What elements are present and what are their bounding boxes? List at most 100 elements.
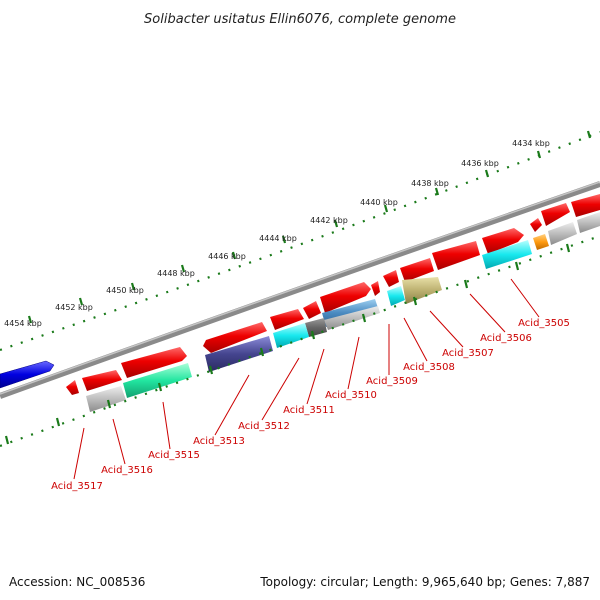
gene-label-acid-3513[interactable]: Acid_3513 xyxy=(193,436,245,447)
inner-ruler-ticks xyxy=(4,243,571,445)
gene-arrow[interactable] xyxy=(121,347,187,378)
leader-line xyxy=(510,278,540,318)
gene-label-acid-3512[interactable]: Acid_3512 xyxy=(238,421,290,432)
gene-label-acid-3510[interactable]: Acid_3510 xyxy=(325,390,377,401)
tick-label: 4440 kbp xyxy=(360,198,398,207)
category-block[interactable] xyxy=(577,212,600,233)
tick-label: 4446 kbp xyxy=(208,252,246,261)
category-block[interactable] xyxy=(86,386,126,412)
leader-line xyxy=(347,336,360,390)
ruler-tick xyxy=(484,169,490,178)
gene-arrow[interactable] xyxy=(571,194,600,217)
tick-label: 4448 kbp xyxy=(157,269,195,278)
category-block[interactable] xyxy=(324,306,380,330)
leader-line xyxy=(73,427,85,480)
outer-ruler-major-ticks xyxy=(27,130,592,324)
outer-ruler xyxy=(0,130,600,352)
tick-label: 4444 kbp xyxy=(259,234,297,243)
genome-summary-text: Topology: circular; Length: 9,965,640 bp… xyxy=(259,575,590,589)
gene-label-acid-3517[interactable]: Acid_3517 xyxy=(51,481,103,492)
ruler-tick xyxy=(231,251,237,260)
ruler-tick xyxy=(586,130,592,139)
gene-label-acid-3506[interactable]: Acid_3506 xyxy=(480,333,532,344)
gene-arrow[interactable] xyxy=(482,228,524,254)
tick-label: 4450 kbp xyxy=(106,286,144,295)
tick-label: 4436 kbp xyxy=(461,159,499,168)
gene-label-acid-3507[interactable]: Acid_3507 xyxy=(442,348,494,359)
ruler-tick xyxy=(157,382,163,392)
genome-backbone-highlight xyxy=(0,181,600,395)
outer-ruler-labels: 4434 kbp 4436 kbp 4438 kbp 4440 kbp 4442… xyxy=(4,139,550,328)
category-block[interactable] xyxy=(123,363,192,398)
category-block[interactable] xyxy=(533,234,549,250)
genome-backbone xyxy=(0,181,600,399)
ruler-tick xyxy=(383,204,389,213)
leader-line xyxy=(469,293,506,333)
leader-line xyxy=(261,357,300,421)
ruler-tick xyxy=(536,150,542,159)
gene-arrow[interactable] xyxy=(320,282,371,313)
gene-label-acid-3516[interactable]: Acid_3516 xyxy=(101,465,153,476)
ruler-tick xyxy=(361,313,367,323)
ruler-tick xyxy=(259,347,265,357)
category-block[interactable] xyxy=(205,336,273,372)
leader-line xyxy=(112,418,126,465)
ruler-tick xyxy=(78,297,84,306)
map-title: Solibacter usitatus Ellin6076, complete … xyxy=(144,12,456,27)
ruler-tick xyxy=(106,399,112,409)
ruler-tick xyxy=(412,296,418,306)
gene-arrow[interactable] xyxy=(203,322,267,353)
category-block[interactable] xyxy=(402,277,442,304)
ruler-tick xyxy=(4,435,10,445)
ruler-tick xyxy=(514,261,520,271)
category-block[interactable] xyxy=(387,286,405,306)
category-block[interactable] xyxy=(273,323,309,348)
gene-label-acid-3515[interactable]: Acid_3515 xyxy=(148,450,200,461)
accession-text: Accession: NC_008536 xyxy=(9,575,145,589)
ruler-tick xyxy=(180,264,186,273)
gene-label-acid-3505[interactable]: Acid_3505 xyxy=(518,318,570,329)
gene-arrow[interactable] xyxy=(82,370,122,391)
category-block[interactable] xyxy=(305,318,327,337)
leader-line xyxy=(162,401,171,450)
category-block[interactable] xyxy=(548,222,577,245)
tick-label: 4454 kbp xyxy=(4,319,42,328)
ruler-tick xyxy=(333,219,339,228)
leader-line xyxy=(306,348,325,405)
gene-arrow[interactable] xyxy=(371,281,380,296)
ruler-tick xyxy=(463,279,469,289)
gene-arrow[interactable] xyxy=(400,258,434,282)
ruler-tick xyxy=(434,187,440,196)
ruler-tick xyxy=(55,417,61,427)
ruler-tick xyxy=(208,365,214,375)
ruler-tick xyxy=(130,282,136,291)
tick-label: 4434 kbp xyxy=(512,139,550,148)
ruler-tick xyxy=(310,330,316,340)
gene-label-leaders xyxy=(73,278,540,480)
gene-arrow[interactable] xyxy=(541,203,570,226)
gene-arrow[interactable] xyxy=(270,309,304,330)
gene-arrow[interactable] xyxy=(383,270,399,287)
leader-line xyxy=(429,310,464,348)
inner-ruler xyxy=(0,234,600,448)
gene-label-acid-3509[interactable]: Acid_3509 xyxy=(366,376,418,387)
ruler-tick xyxy=(27,315,33,324)
gene-arrow[interactable] xyxy=(432,241,480,270)
gene-arrow[interactable] xyxy=(303,301,321,319)
gene-labels: Acid_3505 Acid_3506 Acid_3507 Acid_3508 … xyxy=(51,318,570,492)
gene-label-acid-3508[interactable]: Acid_3508 xyxy=(403,362,455,373)
category-block[interactable] xyxy=(482,240,532,269)
gene-label-acid-3511[interactable]: Acid_3511 xyxy=(283,405,335,416)
forward-strand-genes xyxy=(66,194,600,395)
leader-line xyxy=(214,374,250,436)
tick-label: 4442 kbp xyxy=(310,216,348,225)
gene-arrow[interactable] xyxy=(66,380,79,395)
ruler-tick xyxy=(281,235,287,244)
tick-label: 4452 kbp xyxy=(55,303,93,312)
leader-line xyxy=(403,317,428,362)
category-track xyxy=(86,212,600,412)
gene-arrow[interactable] xyxy=(530,218,542,232)
blue-feature-arrow[interactable] xyxy=(0,360,55,389)
